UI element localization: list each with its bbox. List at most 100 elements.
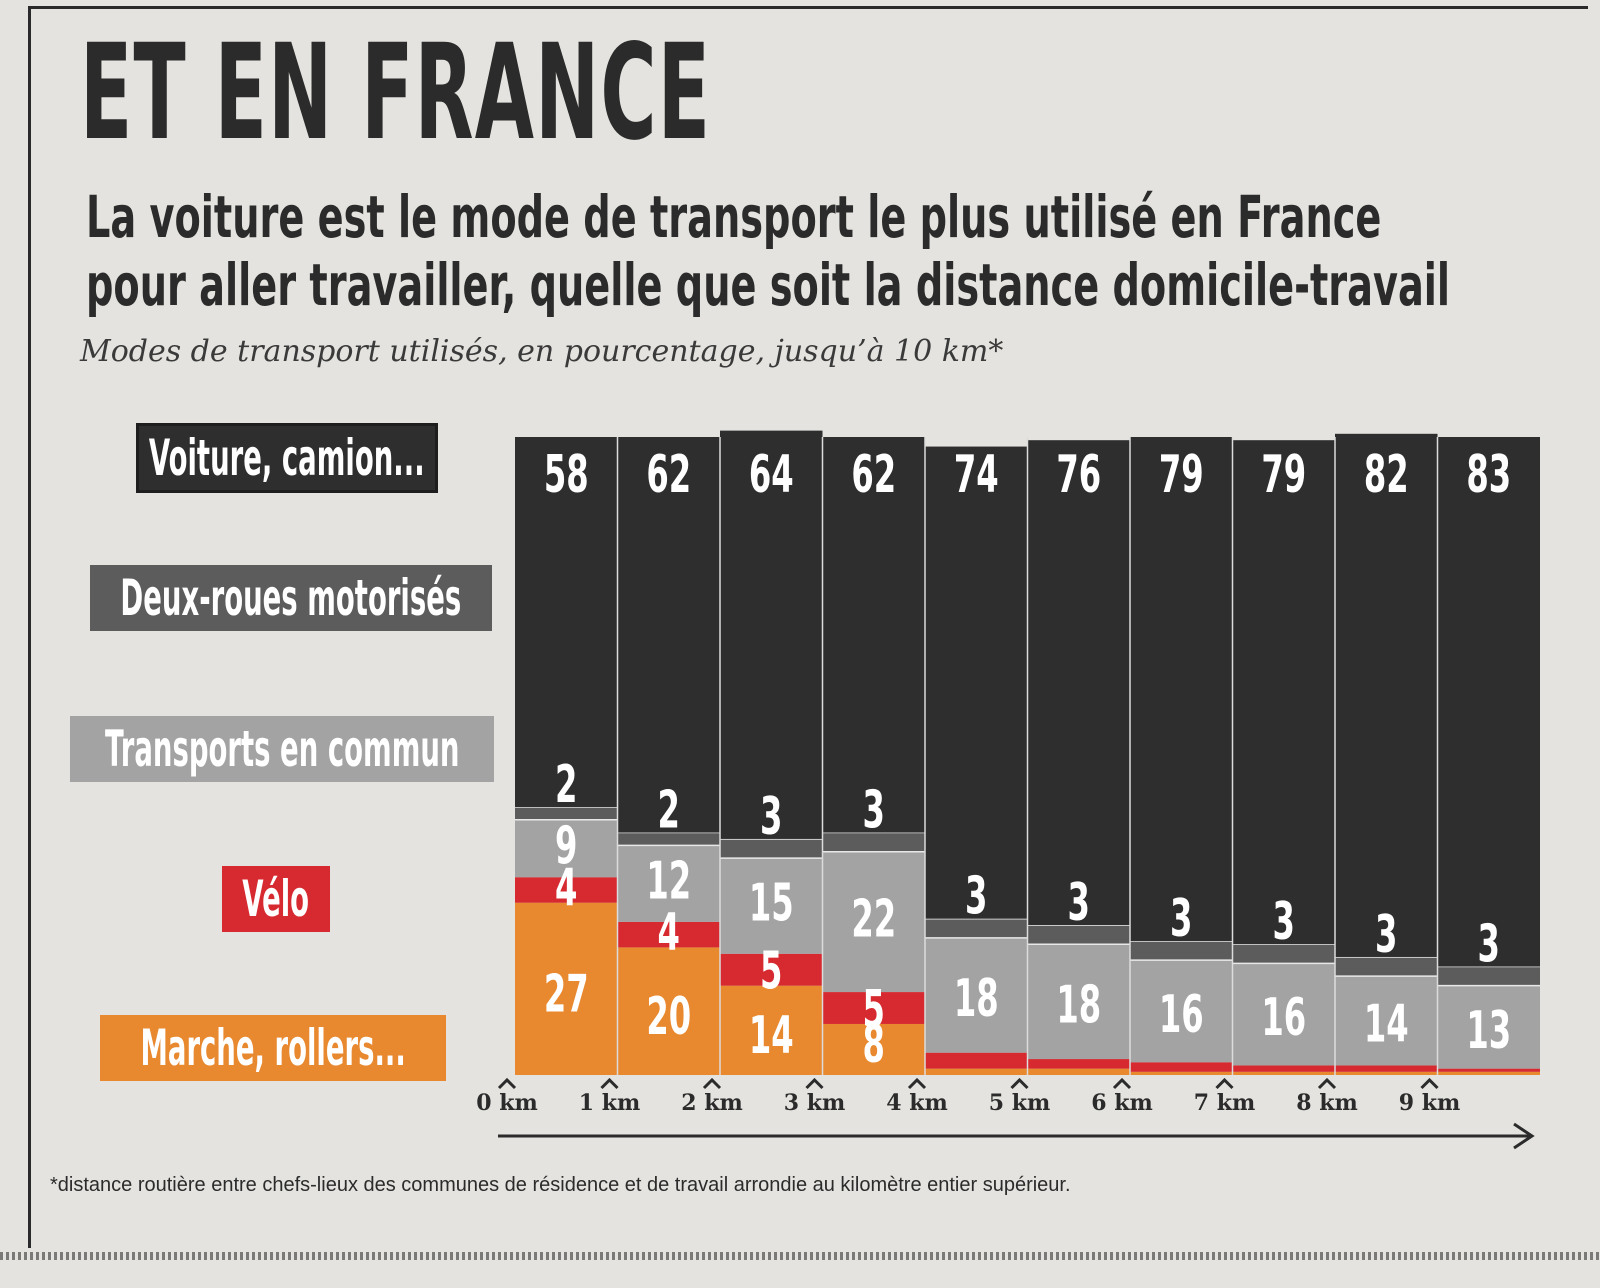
axis-tick-0 — [497, 1077, 517, 1090]
bar-segment-bike-9 — [1437, 1068, 1540, 1072]
value-label-moto-3: 3 — [863, 781, 885, 841]
legend-moto: Deux-roues motorisés — [90, 565, 492, 631]
value-label-transit-3: 22 — [851, 890, 896, 950]
bar-segment-transit-7 — [1232, 963, 1335, 1066]
x-tick-label-9: 9 km — [1399, 1090, 1461, 1116]
value-label-car-0: 58 — [544, 445, 589, 505]
value-label-walk-2: 14 — [749, 1006, 794, 1066]
value-label-walk-3: 8 — [863, 1015, 885, 1075]
bar-segment-bike-1 — [617, 921, 720, 948]
value-label-car-5: 76 — [1056, 445, 1101, 505]
bar-segment-walk-3 — [822, 1023, 925, 1075]
axis-tick-2 — [702, 1077, 722, 1090]
value-label-transit-1: 12 — [646, 852, 691, 912]
legend-walk: Marche, rollers... — [100, 1015, 446, 1081]
bar-segment-moto-0 — [515, 807, 618, 820]
value-label-car-6: 79 — [1159, 445, 1204, 505]
value-label-car-3: 62 — [851, 445, 896, 505]
bar-segment-bike-3 — [822, 992, 925, 1024]
bottom-rule — [0, 1252, 1600, 1260]
axis-tick-1 — [600, 1077, 619, 1090]
distance-axis-arrowhead — [1513, 1122, 1535, 1150]
bar-segment-bike-4 — [925, 1052, 1028, 1069]
legend-car: Voiture, camion... — [136, 423, 438, 493]
x-tick-label-7: 7 km — [1194, 1090, 1256, 1116]
bar-segment-moto-6 — [1130, 941, 1233, 961]
bar-segment-transit-1 — [617, 845, 720, 922]
bar-segment-car-5 — [1027, 440, 1130, 926]
value-label-moto-2: 3 — [760, 787, 782, 847]
x-tick-label-1: 1 km — [579, 1090, 641, 1116]
value-label-moto-7: 3 — [1273, 892, 1295, 952]
value-label-transit-6: 16 — [1159, 985, 1204, 1045]
legend-walk-label: Marche, rollers... — [140, 1019, 406, 1077]
article-frame — [28, 6, 1588, 1248]
bar-segment-bike-2 — [720, 953, 823, 986]
value-label-bike-1: 4 — [658, 903, 680, 963]
bar-segment-transit-4 — [925, 937, 1028, 1053]
value-label-moto-5: 3 — [1068, 873, 1090, 933]
bar-segment-car-2 — [720, 430, 823, 839]
value-label-car-2: 64 — [749, 445, 794, 505]
bar-segment-walk-4 — [925, 1068, 1028, 1075]
x-tick-label-0: 0 km — [476, 1090, 538, 1116]
value-label-moto-9: 3 — [1478, 914, 1500, 974]
bar-segment-car-1 — [617, 437, 720, 833]
bar-segment-transit-0 — [515, 819, 618, 878]
legend-bike: Vélo — [222, 866, 330, 932]
value-label-walk-1: 20 — [646, 987, 691, 1047]
value-label-moto-1: 2 — [658, 781, 680, 841]
value-label-car-1: 62 — [646, 445, 691, 505]
x-tick-label-4: 4 km — [886, 1090, 948, 1116]
bar-segment-car-0 — [515, 437, 618, 808]
bar-segment-car-4 — [925, 446, 1028, 919]
bar-segment-transit-5 — [1027, 944, 1130, 1060]
bar-segment-transit-9 — [1437, 985, 1540, 1069]
bar-segment-moto-7 — [1232, 944, 1335, 964]
value-label-transit-8: 14 — [1364, 995, 1409, 1055]
x-tick-label-6: 6 km — [1091, 1090, 1153, 1116]
bar-segment-transit-6 — [1130, 960, 1233, 1063]
bar-segment-moto-9 — [1437, 966, 1540, 986]
axis-tick-7 — [1215, 1077, 1234, 1090]
subtitle-line-1: La voiture est le mode de transport le p… — [86, 183, 1382, 251]
bar-segment-car-8 — [1335, 433, 1438, 957]
bar-segment-walk-0 — [515, 902, 618, 1075]
x-tick-label-2: 2 km — [681, 1090, 743, 1116]
bar-segment-moto-4 — [925, 918, 1028, 938]
axis-tick-6 — [1112, 1077, 1132, 1090]
bar-segment-walk-2 — [720, 985, 823, 1075]
bar-segment-transit-3 — [822, 851, 925, 993]
bar-segment-walk-1 — [617, 947, 720, 1075]
bar-segment-walk-8 — [1335, 1071, 1438, 1075]
bar-segment-bike-7 — [1232, 1065, 1335, 1072]
value-label-bike-3: 5 — [863, 980, 885, 1040]
value-label-transit-9: 13 — [1466, 1001, 1511, 1061]
bar-segment-bike-6 — [1130, 1062, 1233, 1072]
value-label-walk-0: 27 — [544, 965, 589, 1025]
value-label-moto-6: 3 — [1170, 889, 1192, 949]
legend-bike-label: Vélo — [242, 870, 310, 928]
bar-segment-car-7 — [1232, 440, 1335, 945]
legend-transit-label: Transports en commun — [104, 720, 460, 778]
x-tick-label-3: 3 km — [784, 1090, 846, 1116]
value-label-transit-7: 16 — [1261, 988, 1306, 1048]
footnote: *distance routière entre chefs-lieux des… — [50, 1174, 1071, 1196]
value-label-transit-0: 9 — [555, 816, 577, 876]
legend-car-label: Voiture, camion... — [149, 429, 425, 487]
bar-segment-bike-5 — [1027, 1059, 1130, 1069]
value-label-car-8: 82 — [1364, 445, 1409, 505]
value-label-transit-4: 18 — [954, 969, 999, 1029]
x-tick-label-5: 5 km — [989, 1090, 1051, 1116]
bar-segment-walk-5 — [1027, 1068, 1130, 1075]
x-tick-label-8: 8 km — [1296, 1090, 1358, 1116]
bar-segment-moto-8 — [1335, 956, 1438, 977]
value-label-transit-5: 18 — [1056, 976, 1101, 1036]
bar-segment-car-3 — [822, 437, 925, 833]
bar-segment-transit-8 — [1335, 976, 1438, 1066]
chart-caption: Modes de transport utilisés, en pourcent… — [80, 334, 1004, 369]
bar-segment-walk-7 — [1232, 1071, 1335, 1075]
bar-segment-transit-2 — [720, 858, 823, 954]
bar-segment-bike-0 — [515, 877, 618, 903]
